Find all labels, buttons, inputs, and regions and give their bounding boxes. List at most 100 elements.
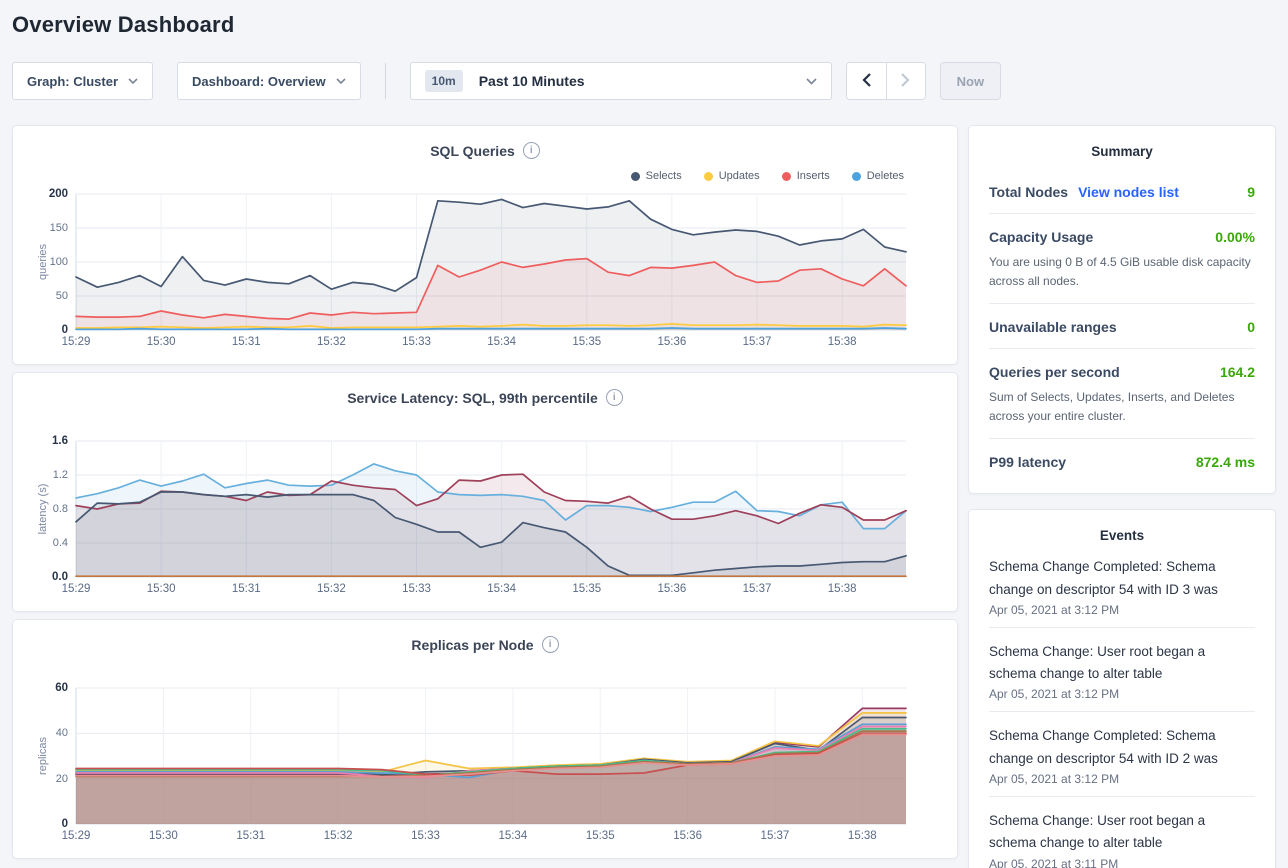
events-title: Events: [1099, 528, 1145, 544]
legend-label: Updates: [718, 170, 760, 182]
toolbar-divider: [384, 63, 386, 99]
dashboard-dropdown[interactable]: Dashboard: Overview: [177, 62, 361, 100]
graph-dropdown-label: Graph: Cluster: [27, 73, 119, 89]
chart-canvas[interactable]: [75, 193, 907, 331]
x-axis-tick-label: 15:29: [61, 583, 91, 595]
x-axis-tick-label: 15:33: [402, 583, 431, 595]
summary-item-value: 872.4 ms: [1195, 454, 1255, 471]
chevron-down-icon: [128, 78, 138, 84]
event-text: Schema Change: User root began a schema …: [989, 812, 1206, 851]
toolbar: Graph: Cluster Dashboard: Overview 10m P…: [12, 62, 1276, 100]
time-step-buttons: [845, 62, 926, 100]
y-axis-tick-label: 100: [49, 256, 68, 268]
y-axis-tick-label: 0.0: [52, 571, 68, 583]
y-axis-tick-label: 0.4: [52, 537, 68, 549]
charts-column: SQL Queries i Selects Updates Inserts Delet…: [12, 125, 958, 868]
x-axis-tick-label: 15:37: [742, 336, 772, 348]
y-axis-tick-label: 40: [55, 727, 68, 740]
event-item[interactable]: Schema Change Completed: Schema change o…: [989, 712, 1255, 797]
x-axis-tick-label: 15:37: [760, 830, 790, 842]
y-axis-unit-label: latency (s): [37, 483, 49, 535]
x-axis-tick-label: 15:35: [572, 336, 602, 348]
info-icon[interactable]: i: [522, 142, 540, 159]
event-timestamp: Apr 05, 2021 at 3:11 PM: [989, 856, 1119, 868]
event-item[interactable]: Schema Change: User root began a schema …: [989, 628, 1255, 713]
next-range-button: [885, 63, 925, 99]
chart-title: SQL Queries: [430, 142, 515, 159]
time-range-label: Past 10 Minutes: [478, 73, 585, 89]
summary-item: Unavailable ranges 0: [989, 304, 1255, 350]
x-axis-tick-label: 15:33: [402, 336, 431, 348]
chart-canvas[interactable]: [75, 440, 907, 578]
legend-item-updates[interactable]: Updates: [703, 170, 760, 182]
now-button: Now: [939, 62, 1002, 100]
summary-item-description: Sum of Selects, Updates, Inserts, and De…: [989, 390, 1235, 423]
chart-plot[interactable]: [75, 687, 907, 825]
graph-dropdown[interactable]: Graph: Cluster: [12, 62, 154, 100]
x-axis-tick-label: 15:35: [585, 830, 615, 842]
x-axis-tick-label: 15:35: [572, 583, 602, 595]
x-axis-tick-label: 15:34: [487, 583, 517, 595]
y-axis-unit-label: replicas: [37, 737, 49, 775]
chevron-right-icon: [901, 72, 910, 90]
chart-panel-replicas-per-node: Replicas per Node i 0 20 40 60 replicas 15:29…: [12, 619, 958, 859]
event-timestamp: Apr 05, 2021 at 3:12 PM: [989, 771, 1120, 786]
y-axis-tick-label: 0.8: [52, 503, 68, 515]
summary-item-value: 0: [1247, 319, 1255, 336]
summary-item-value: 0.00%: [1215, 229, 1255, 245]
x-axis-tick-label: 15:29: [61, 830, 91, 842]
page-title: Overview Dashboard: [12, 12, 235, 37]
dashboard-dropdown-label: Dashboard: Overview: [192, 73, 326, 89]
summary-item: Total Nodes View nodes list 9: [989, 169, 1255, 214]
chart-panel-service-latency: Service Latency: SQL, 99th percentile i …: [12, 372, 958, 612]
y-axis-tick-label: 50: [55, 290, 68, 302]
chart-canvas[interactable]: [75, 687, 907, 825]
y-axis-tick-label: 20: [55, 772, 68, 785]
event-item[interactable]: Schema Change Completed: Schema change o…: [989, 543, 1255, 628]
content: SQL Queries i Selects Updates Inserts Delet…: [12, 125, 1276, 868]
x-axis-tick-label: 15:36: [673, 830, 702, 842]
x-axis-tick-label: 15:32: [323, 830, 353, 842]
summary-item-label: P99 latency: [989, 454, 1067, 471]
x-axis-tick-label: 15:34: [487, 336, 517, 348]
legend-dot-icon: [703, 171, 713, 181]
legend-dot-icon: [630, 171, 640, 181]
y-axis-tick-label: 0: [61, 324, 68, 336]
x-axis-tick-label: 15:33: [411, 830, 440, 842]
info-icon[interactable]: i: [541, 636, 559, 653]
y-axis-tick-label: 0: [61, 818, 68, 830]
y-axis-unit-label: queries: [37, 243, 49, 281]
event-text: Schema Change Completed: Schema change o…: [989, 728, 1218, 766]
event-item[interactable]: Schema Change: User root began a schema …: [989, 797, 1255, 868]
summary-item-description: You are using 0 B of 4.5 GiB usable disk…: [989, 255, 1251, 288]
x-axis-tick-label: 15:32: [316, 336, 346, 348]
y-axis-tick-label: 150: [49, 222, 68, 234]
legend-item-inserts[interactable]: Inserts: [781, 170, 830, 182]
summary-item: P99 latency 872.4 ms: [989, 439, 1255, 483]
x-axis-tick-label: 15:31: [231, 583, 261, 595]
event-timestamp: Apr 05, 2021 at 3:12 PM: [989, 602, 1120, 617]
x-axis-tick-label: 15:30: [146, 583, 176, 595]
x-axis-tick-label: 15:30: [146, 336, 176, 348]
x-axis-tick-label: 15:32: [316, 583, 346, 595]
summary-title: Summary: [1091, 144, 1153, 159]
time-range-select[interactable]: 10m Past 10 Minutes: [409, 62, 832, 100]
y-axis-tick-label: 200: [48, 188, 68, 200]
chart-plot[interactable]: [75, 193, 907, 331]
x-axis-tick-label: 15:31: [231, 336, 261, 348]
summary-item: Capacity Usage 0.00% You are using 0 B of …: [989, 214, 1255, 305]
legend-item-deletes[interactable]: Deletes: [851, 170, 904, 182]
legend-item-selects[interactable]: Selects: [630, 170, 682, 182]
event-text: Schema Change: User root began a schema …: [989, 643, 1206, 682]
legend-label: Inserts: [796, 170, 830, 182]
view-nodes-list-link[interactable]: View nodes list: [1078, 184, 1179, 200]
y-axis-tick-label: 1.2: [52, 469, 68, 481]
summary-item-label: Capacity Usage: [989, 229, 1094, 245]
chart-plot[interactable]: [75, 440, 907, 578]
x-axis-tick-label: 15:36: [657, 336, 687, 348]
summary-item-value: 9: [1247, 184, 1255, 200]
x-axis-tick-label: 15:29: [61, 336, 91, 348]
info-icon[interactable]: i: [605, 389, 623, 406]
prev-range-button[interactable]: [846, 63, 886, 99]
